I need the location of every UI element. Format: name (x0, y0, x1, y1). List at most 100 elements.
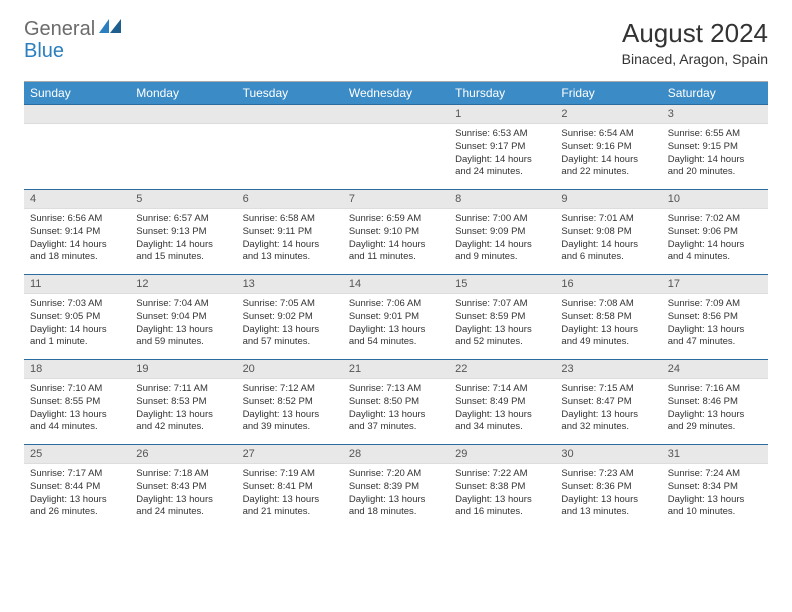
day-body: Sunrise: 6:54 AMSunset: 9:16 PMDaylight:… (555, 124, 661, 183)
sunrise-text: Sunrise: 7:18 AM (136, 468, 230, 481)
week-row: 4Sunrise: 6:56 AMSunset: 9:14 PMDaylight… (24, 189, 768, 274)
day-number: 19 (130, 360, 236, 379)
day-cell: 11Sunrise: 7:03 AMSunset: 9:05 PMDayligh… (24, 275, 130, 359)
day-number: 12 (130, 275, 236, 294)
day-number: 11 (24, 275, 130, 294)
sunset-text: Sunset: 8:47 PM (561, 396, 655, 409)
sunrise-text: Sunrise: 7:01 AM (561, 213, 655, 226)
day-body: Sunrise: 7:18 AMSunset: 8:43 PMDaylight:… (130, 464, 236, 523)
day-number: 2 (555, 105, 661, 124)
daylight-text: Daylight: 14 hours and 24 minutes. (455, 154, 549, 180)
day-body: Sunrise: 7:00 AMSunset: 9:09 PMDaylight:… (449, 209, 555, 268)
sunrise-text: Sunrise: 7:20 AM (349, 468, 443, 481)
daylight-text: Daylight: 13 hours and 57 minutes. (243, 324, 337, 350)
daylight-text: Daylight: 13 hours and 59 minutes. (136, 324, 230, 350)
day-cell: 22Sunrise: 7:14 AMSunset: 8:49 PMDayligh… (449, 360, 555, 444)
sunrise-text: Sunrise: 6:53 AM (455, 128, 549, 141)
sunset-text: Sunset: 9:13 PM (136, 226, 230, 239)
daylight-text: Daylight: 13 hours and 18 minutes. (349, 494, 443, 520)
day-number: 3 (662, 105, 768, 124)
sunset-text: Sunset: 9:10 PM (349, 226, 443, 239)
daylight-text: Daylight: 14 hours and 18 minutes. (30, 239, 124, 265)
day-cell: 14Sunrise: 7:06 AMSunset: 9:01 PMDayligh… (343, 275, 449, 359)
sunrise-text: Sunrise: 7:14 AM (455, 383, 549, 396)
day-cell: 18Sunrise: 7:10 AMSunset: 8:55 PMDayligh… (24, 360, 130, 444)
sunset-text: Sunset: 8:34 PM (668, 481, 762, 494)
day-header-cell: Friday (555, 82, 661, 104)
day-number: 9 (555, 190, 661, 209)
title-block: August 2024 Binaced, Aragon, Spain (622, 18, 768, 67)
day-cell (343, 105, 449, 189)
sunset-text: Sunset: 8:39 PM (349, 481, 443, 494)
sunset-text: Sunset: 9:01 PM (349, 311, 443, 324)
day-cell: 31Sunrise: 7:24 AMSunset: 8:34 PMDayligh… (662, 445, 768, 529)
day-body: Sunrise: 7:06 AMSunset: 9:01 PMDaylight:… (343, 294, 449, 353)
day-body: Sunrise: 7:04 AMSunset: 9:04 PMDaylight:… (130, 294, 236, 353)
sunrise-text: Sunrise: 7:07 AM (455, 298, 549, 311)
day-cell: 30Sunrise: 7:23 AMSunset: 8:36 PMDayligh… (555, 445, 661, 529)
sunset-text: Sunset: 8:36 PM (561, 481, 655, 494)
day-number: 26 (130, 445, 236, 464)
day-number: 14 (343, 275, 449, 294)
sunset-text: Sunset: 8:44 PM (30, 481, 124, 494)
daylight-text: Daylight: 13 hours and 24 minutes. (136, 494, 230, 520)
day-number: 4 (24, 190, 130, 209)
sunrise-text: Sunrise: 7:03 AM (30, 298, 124, 311)
daylight-text: Daylight: 13 hours and 44 minutes. (30, 409, 124, 435)
daylight-text: Daylight: 13 hours and 10 minutes. (668, 494, 762, 520)
day-body: Sunrise: 7:14 AMSunset: 8:49 PMDaylight:… (449, 379, 555, 438)
sunrise-text: Sunrise: 7:02 AM (668, 213, 762, 226)
day-number: 24 (662, 360, 768, 379)
day-cell: 28Sunrise: 7:20 AMSunset: 8:39 PMDayligh… (343, 445, 449, 529)
day-cell: 1 Sunrise: 6:53 AMSunset: 9:17 PMDaylight… (449, 105, 555, 189)
day-body: Sunrise: 7:16 AMSunset: 8:46 PMDaylight:… (662, 379, 768, 438)
day-header-row: SundayMondayTuesdayWednesdayThursdayFrid… (24, 82, 768, 104)
day-number: 21 (343, 360, 449, 379)
week-row: 25Sunrise: 7:17 AMSunset: 8:44 PMDayligh… (24, 444, 768, 529)
day-cell: 4Sunrise: 6:56 AMSunset: 9:14 PMDaylight… (24, 190, 130, 274)
day-cell: 27Sunrise: 7:19 AMSunset: 8:41 PMDayligh… (237, 445, 343, 529)
sunset-text: Sunset: 9:08 PM (561, 226, 655, 239)
day-body: Sunrise: 7:20 AMSunset: 8:39 PMDaylight:… (343, 464, 449, 523)
day-body (343, 124, 449, 132)
day-number: 10 (662, 190, 768, 209)
sunrise-text: Sunrise: 6:54 AM (561, 128, 655, 141)
sunrise-text: Sunrise: 6:55 AM (668, 128, 762, 141)
day-number: 28 (343, 445, 449, 464)
day-body: Sunrise: 7:22 AMSunset: 8:38 PMDaylight:… (449, 464, 555, 523)
day-body: Sunrise: 6:57 AMSunset: 9:13 PMDaylight:… (130, 209, 236, 268)
day-cell: 3Sunrise: 6:55 AMSunset: 9:15 PMDaylight… (662, 105, 768, 189)
day-body: Sunrise: 7:12 AMSunset: 8:52 PMDaylight:… (237, 379, 343, 438)
sunrise-text: Sunrise: 7:19 AM (243, 468, 337, 481)
sunrise-text: Sunrise: 7:23 AM (561, 468, 655, 481)
daylight-text: Daylight: 13 hours and 37 minutes. (349, 409, 443, 435)
day-cell: 10Sunrise: 7:02 AMSunset: 9:06 PMDayligh… (662, 190, 768, 274)
day-number: 18 (24, 360, 130, 379)
daylight-text: Daylight: 14 hours and 11 minutes. (349, 239, 443, 265)
day-body: Sunrise: 6:59 AMSunset: 9:10 PMDaylight:… (343, 209, 449, 268)
sunset-text: Sunset: 8:55 PM (30, 396, 124, 409)
day-number (130, 105, 236, 124)
day-body: Sunrise: 7:15 AMSunset: 8:47 PMDaylight:… (555, 379, 661, 438)
day-cell: 9Sunrise: 7:01 AMSunset: 9:08 PMDaylight… (555, 190, 661, 274)
day-cell: 25Sunrise: 7:17 AMSunset: 8:44 PMDayligh… (24, 445, 130, 529)
sunset-text: Sunset: 9:17 PM (455, 141, 549, 154)
daylight-text: Daylight: 13 hours and 49 minutes. (561, 324, 655, 350)
day-number: 16 (555, 275, 661, 294)
sunrise-text: Sunrise: 7:06 AM (349, 298, 443, 311)
day-body: Sunrise: 6:58 AMSunset: 9:11 PMDaylight:… (237, 209, 343, 268)
daylight-text: Daylight: 13 hours and 52 minutes. (455, 324, 549, 350)
sunrise-text: Sunrise: 7:05 AM (243, 298, 337, 311)
day-number: 8 (449, 190, 555, 209)
day-number: 23 (555, 360, 661, 379)
day-number: 15 (449, 275, 555, 294)
day-header-cell: Sunday (24, 82, 130, 104)
day-cell: 19Sunrise: 7:11 AMSunset: 8:53 PMDayligh… (130, 360, 236, 444)
sunrise-text: Sunrise: 7:09 AM (668, 298, 762, 311)
day-cell (24, 105, 130, 189)
day-number: 1 (449, 105, 555, 124)
day-body: Sunrise: 7:09 AMSunset: 8:56 PMDaylight:… (662, 294, 768, 353)
day-body: Sunrise: 6:55 AMSunset: 9:15 PMDaylight:… (662, 124, 768, 183)
daylight-text: Daylight: 14 hours and 9 minutes. (455, 239, 549, 265)
daylight-text: Daylight: 14 hours and 13 minutes. (243, 239, 337, 265)
